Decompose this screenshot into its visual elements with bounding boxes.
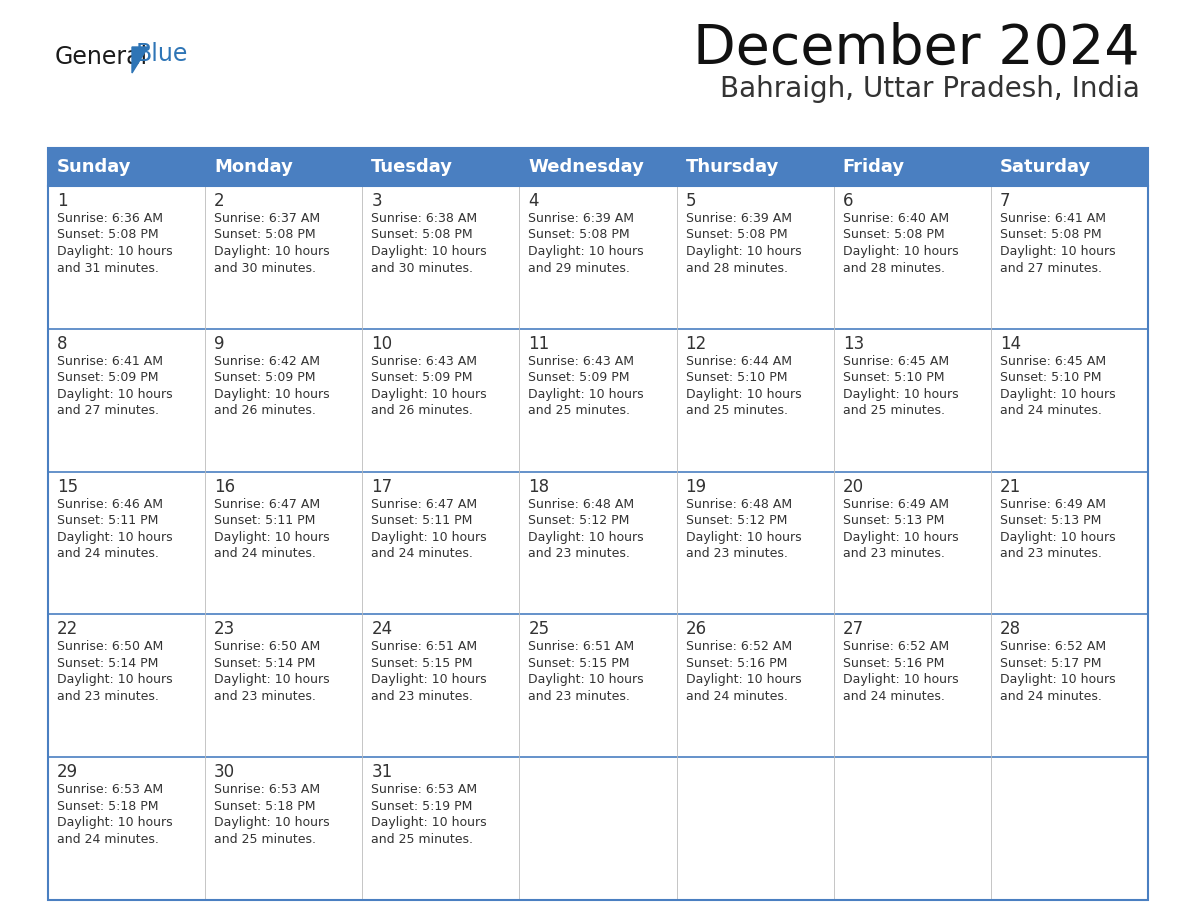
Text: Sunrise: 6:47 AM
Sunset: 5:11 PM
Daylight: 10 hours
and 24 minutes.: Sunrise: 6:47 AM Sunset: 5:11 PM Dayligh…: [214, 498, 330, 560]
Text: Sunrise: 6:51 AM
Sunset: 5:15 PM
Daylight: 10 hours
and 23 minutes.: Sunrise: 6:51 AM Sunset: 5:15 PM Dayligh…: [529, 641, 644, 703]
Text: 7: 7: [1000, 192, 1010, 210]
Text: 9: 9: [214, 335, 225, 353]
Text: Sunrise: 6:49 AM
Sunset: 5:13 PM
Daylight: 10 hours
and 23 minutes.: Sunrise: 6:49 AM Sunset: 5:13 PM Dayligh…: [842, 498, 959, 560]
Text: Sunrise: 6:43 AM
Sunset: 5:09 PM
Daylight: 10 hours
and 26 minutes.: Sunrise: 6:43 AM Sunset: 5:09 PM Dayligh…: [372, 354, 487, 418]
Text: Blue: Blue: [135, 42, 189, 66]
Text: Sunrise: 6:50 AM
Sunset: 5:14 PM
Daylight: 10 hours
and 23 minutes.: Sunrise: 6:50 AM Sunset: 5:14 PM Dayligh…: [57, 641, 172, 703]
Bar: [48, 148, 1148, 900]
Text: 2: 2: [214, 192, 225, 210]
Text: 27: 27: [842, 621, 864, 638]
Text: Saturday: Saturday: [1000, 158, 1091, 176]
Text: Sunrise: 6:37 AM
Sunset: 5:08 PM
Daylight: 10 hours
and 30 minutes.: Sunrise: 6:37 AM Sunset: 5:08 PM Dayligh…: [214, 212, 330, 274]
Text: Sunrise: 6:45 AM
Sunset: 5:10 PM
Daylight: 10 hours
and 25 minutes.: Sunrise: 6:45 AM Sunset: 5:10 PM Dayligh…: [842, 354, 959, 418]
Text: Sunrise: 6:48 AM
Sunset: 5:12 PM
Daylight: 10 hours
and 23 minutes.: Sunrise: 6:48 AM Sunset: 5:12 PM Dayligh…: [529, 498, 644, 560]
Text: Thursday: Thursday: [685, 158, 779, 176]
Text: 6: 6: [842, 192, 853, 210]
Text: Sunrise: 6:45 AM
Sunset: 5:10 PM
Daylight: 10 hours
and 24 minutes.: Sunrise: 6:45 AM Sunset: 5:10 PM Dayligh…: [1000, 354, 1116, 418]
Text: 15: 15: [57, 477, 78, 496]
Text: Sunrise: 6:52 AM
Sunset: 5:17 PM
Daylight: 10 hours
and 24 minutes.: Sunrise: 6:52 AM Sunset: 5:17 PM Dayligh…: [1000, 641, 1116, 703]
Text: Sunrise: 6:46 AM
Sunset: 5:11 PM
Daylight: 10 hours
and 24 minutes.: Sunrise: 6:46 AM Sunset: 5:11 PM Dayligh…: [57, 498, 172, 560]
Text: Sunrise: 6:53 AM
Sunset: 5:19 PM
Daylight: 10 hours
and 25 minutes.: Sunrise: 6:53 AM Sunset: 5:19 PM Dayligh…: [372, 783, 487, 845]
Text: 12: 12: [685, 335, 707, 353]
Text: Sunrise: 6:49 AM
Sunset: 5:13 PM
Daylight: 10 hours
and 23 minutes.: Sunrise: 6:49 AM Sunset: 5:13 PM Dayligh…: [1000, 498, 1116, 560]
Text: 14: 14: [1000, 335, 1020, 353]
Text: 13: 13: [842, 335, 864, 353]
Text: Sunday: Sunday: [57, 158, 132, 176]
Text: 29: 29: [57, 763, 78, 781]
Text: 1: 1: [57, 192, 68, 210]
Text: 4: 4: [529, 192, 539, 210]
Text: 25: 25: [529, 621, 550, 638]
Text: 23: 23: [214, 621, 235, 638]
Text: Sunrise: 6:52 AM
Sunset: 5:16 PM
Daylight: 10 hours
and 24 minutes.: Sunrise: 6:52 AM Sunset: 5:16 PM Dayligh…: [685, 641, 801, 703]
Text: Sunrise: 6:51 AM
Sunset: 5:15 PM
Daylight: 10 hours
and 23 minutes.: Sunrise: 6:51 AM Sunset: 5:15 PM Dayligh…: [372, 641, 487, 703]
Text: Sunrise: 6:39 AM
Sunset: 5:08 PM
Daylight: 10 hours
and 29 minutes.: Sunrise: 6:39 AM Sunset: 5:08 PM Dayligh…: [529, 212, 644, 274]
Text: 17: 17: [372, 477, 392, 496]
Text: 24: 24: [372, 621, 392, 638]
Text: 31: 31: [372, 763, 392, 781]
Text: Tuesday: Tuesday: [372, 158, 454, 176]
Text: 22: 22: [57, 621, 78, 638]
Text: Sunrise: 6:50 AM
Sunset: 5:14 PM
Daylight: 10 hours
and 23 minutes.: Sunrise: 6:50 AM Sunset: 5:14 PM Dayligh…: [214, 641, 330, 703]
Text: General: General: [55, 45, 148, 69]
Text: 10: 10: [372, 335, 392, 353]
Text: Sunrise: 6:41 AM
Sunset: 5:09 PM
Daylight: 10 hours
and 27 minutes.: Sunrise: 6:41 AM Sunset: 5:09 PM Dayligh…: [57, 354, 172, 418]
Text: 19: 19: [685, 477, 707, 496]
Polygon shape: [132, 47, 148, 73]
Text: Bahraigh, Uttar Pradesh, India: Bahraigh, Uttar Pradesh, India: [720, 75, 1140, 103]
Text: 20: 20: [842, 477, 864, 496]
Text: Sunrise: 6:42 AM
Sunset: 5:09 PM
Daylight: 10 hours
and 26 minutes.: Sunrise: 6:42 AM Sunset: 5:09 PM Dayligh…: [214, 354, 330, 418]
Text: 11: 11: [529, 335, 550, 353]
Text: Sunrise: 6:38 AM
Sunset: 5:08 PM
Daylight: 10 hours
and 30 minutes.: Sunrise: 6:38 AM Sunset: 5:08 PM Dayligh…: [372, 212, 487, 274]
Text: 8: 8: [57, 335, 68, 353]
Text: Sunrise: 6:36 AM
Sunset: 5:08 PM
Daylight: 10 hours
and 31 minutes.: Sunrise: 6:36 AM Sunset: 5:08 PM Dayligh…: [57, 212, 172, 274]
Text: 21: 21: [1000, 477, 1022, 496]
Text: 5: 5: [685, 192, 696, 210]
Text: Sunrise: 6:53 AM
Sunset: 5:18 PM
Daylight: 10 hours
and 25 minutes.: Sunrise: 6:53 AM Sunset: 5:18 PM Dayligh…: [214, 783, 330, 845]
Text: Sunrise: 6:52 AM
Sunset: 5:16 PM
Daylight: 10 hours
and 24 minutes.: Sunrise: 6:52 AM Sunset: 5:16 PM Dayligh…: [842, 641, 959, 703]
Text: 18: 18: [529, 477, 550, 496]
Text: Sunrise: 6:53 AM
Sunset: 5:18 PM
Daylight: 10 hours
and 24 minutes.: Sunrise: 6:53 AM Sunset: 5:18 PM Dayligh…: [57, 783, 172, 845]
Text: Wednesday: Wednesday: [529, 158, 644, 176]
Text: Sunrise: 6:41 AM
Sunset: 5:08 PM
Daylight: 10 hours
and 27 minutes.: Sunrise: 6:41 AM Sunset: 5:08 PM Dayligh…: [1000, 212, 1116, 274]
Bar: [48, 148, 1148, 186]
Text: 3: 3: [372, 192, 381, 210]
Text: Sunrise: 6:47 AM
Sunset: 5:11 PM
Daylight: 10 hours
and 24 minutes.: Sunrise: 6:47 AM Sunset: 5:11 PM Dayligh…: [372, 498, 487, 560]
Bar: [48, 186, 1148, 900]
Text: Monday: Monday: [214, 158, 293, 176]
Text: December 2024: December 2024: [694, 22, 1140, 76]
Text: 16: 16: [214, 477, 235, 496]
Text: Sunrise: 6:39 AM
Sunset: 5:08 PM
Daylight: 10 hours
and 28 minutes.: Sunrise: 6:39 AM Sunset: 5:08 PM Dayligh…: [685, 212, 801, 274]
Text: Sunrise: 6:44 AM
Sunset: 5:10 PM
Daylight: 10 hours
and 25 minutes.: Sunrise: 6:44 AM Sunset: 5:10 PM Dayligh…: [685, 354, 801, 418]
Text: Friday: Friday: [842, 158, 905, 176]
Text: Sunrise: 6:48 AM
Sunset: 5:12 PM
Daylight: 10 hours
and 23 minutes.: Sunrise: 6:48 AM Sunset: 5:12 PM Dayligh…: [685, 498, 801, 560]
Text: 28: 28: [1000, 621, 1020, 638]
Text: 26: 26: [685, 621, 707, 638]
Text: Sunrise: 6:43 AM
Sunset: 5:09 PM
Daylight: 10 hours
and 25 minutes.: Sunrise: 6:43 AM Sunset: 5:09 PM Dayligh…: [529, 354, 644, 418]
Text: Sunrise: 6:40 AM
Sunset: 5:08 PM
Daylight: 10 hours
and 28 minutes.: Sunrise: 6:40 AM Sunset: 5:08 PM Dayligh…: [842, 212, 959, 274]
Text: 30: 30: [214, 763, 235, 781]
